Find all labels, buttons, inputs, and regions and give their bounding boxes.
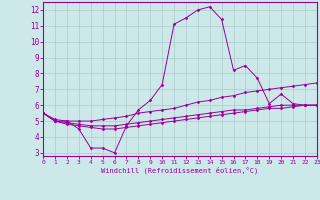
- X-axis label: Windchill (Refroidissement éolien,°C): Windchill (Refroidissement éolien,°C): [101, 167, 259, 174]
